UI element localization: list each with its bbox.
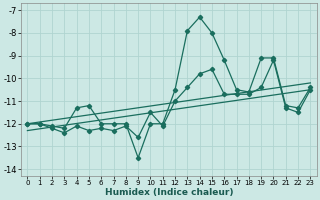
X-axis label: Humidex (Indice chaleur): Humidex (Indice chaleur) <box>105 188 233 197</box>
